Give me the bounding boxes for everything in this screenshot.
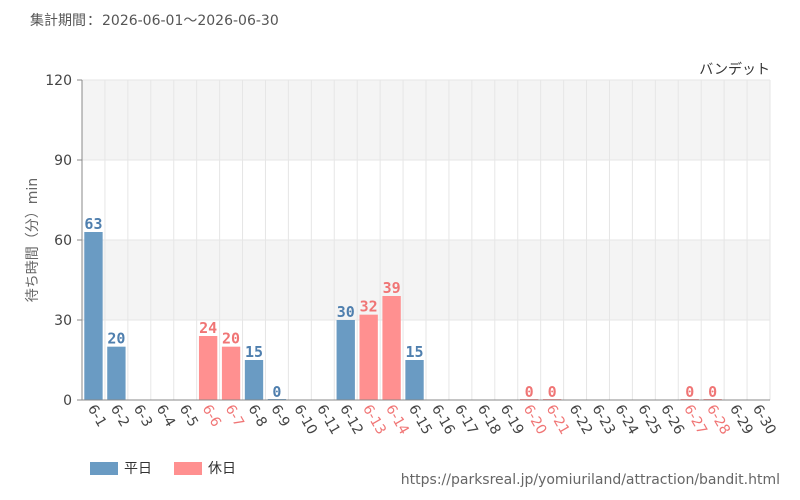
x-tick-6-22: 6-22 — [566, 402, 596, 438]
bar-label-6-20: 0 — [525, 383, 534, 401]
legend-item-holiday[interactable]: 休日 — [174, 458, 236, 478]
y-tick-label: 60 — [54, 233, 72, 249]
x-tick-6-21: 6-21 — [543, 402, 573, 438]
period-separator: ： — [87, 13, 101, 29]
bar-label-6-9: 0 — [272, 383, 281, 401]
x-tick-6-1: 6-1 — [84, 402, 109, 430]
x-tick-6-9: 6-9 — [267, 402, 292, 430]
x-tick-6-7: 6-7 — [222, 402, 247, 430]
x-tick-6-18: 6-18 — [474, 402, 504, 438]
bars — [84, 232, 722, 400]
bar-label-6-15: 15 — [406, 343, 424, 361]
bar-label-6-7: 20 — [222, 330, 240, 348]
bar-label-6-13: 32 — [360, 298, 378, 316]
legend-label-weekday: 平日 — [124, 461, 152, 477]
legend-label-holiday: 休日 — [208, 461, 236, 477]
legend: 平日 休日 — [90, 458, 236, 478]
bar-6-14[interactable] — [382, 296, 401, 400]
x-tick-6-10: 6-10 — [290, 402, 320, 438]
x-tick-6-4: 6-4 — [153, 402, 178, 430]
bar-label-6-21: 0 — [548, 383, 557, 401]
x-tick-6-24: 6-24 — [611, 402, 641, 438]
y-axis-label: 待ち時間（分）min — [25, 178, 41, 302]
x-tick-6-15: 6-15 — [405, 402, 435, 438]
y-tick-label: 90 — [54, 153, 72, 169]
bar-6-7[interactable] — [221, 346, 241, 400]
bar-label-6-2: 20 — [107, 330, 125, 348]
bar-label-6-1: 63 — [84, 215, 102, 233]
x-tick-6-13: 6-13 — [359, 402, 389, 438]
bar-label-6-6: 24 — [199, 319, 217, 337]
x-tick-6-20: 6-20 — [520, 402, 550, 438]
x-tick-6-16: 6-16 — [428, 402, 458, 438]
source-url[interactable]: https://parksreal.jp/yomiuriland/attract… — [400, 472, 780, 488]
legend-swatch-holiday — [174, 461, 202, 475]
bar-6-1[interactable] — [84, 232, 103, 400]
x-tick-6-25: 6-25 — [634, 402, 664, 438]
bar-6-8[interactable] — [244, 360, 264, 400]
bar-label-6-12: 30 — [337, 303, 355, 321]
bar-6-2[interactable] — [107, 346, 126, 400]
bar-6-13[interactable] — [359, 314, 378, 400]
x-tick-6-11: 6-11 — [313, 402, 343, 438]
legend-swatch-weekday — [90, 461, 118, 475]
x-tick-6-6: 6-6 — [199, 402, 224, 430]
x-tick-6-19: 6-19 — [497, 402, 527, 438]
y-tick-label: 120 — [45, 73, 72, 89]
y-tick-labels: 0 30 60 90 120 — [45, 73, 72, 409]
x-tick-6-2: 6-2 — [107, 402, 132, 430]
y-tick-label: 30 — [54, 313, 72, 329]
x-tick-6-26: 6-26 — [657, 402, 687, 438]
x-tick-6-28: 6-28 — [703, 402, 733, 438]
x-tick-6-17: 6-17 — [451, 402, 481, 438]
axes — [81, 80, 770, 401]
x-tick-6-30: 6-30 — [749, 402, 779, 438]
bar-label-6-27: 0 — [685, 383, 694, 401]
x-tick-6-12: 6-12 — [336, 402, 366, 438]
x-tick-labels: 6-16-26-36-46-56-66-76-86-96-106-116-126… — [84, 402, 779, 438]
y-tick-label: 0 — [63, 393, 72, 409]
bar-label-6-28: 0 — [708, 383, 717, 401]
chart-title: バンデット — [699, 61, 770, 78]
x-tick-6-27: 6-27 — [680, 402, 710, 438]
period-label: 集計期間 — [30, 13, 86, 29]
period-header: 集計期間：2026-06-01〜2026-06-30 — [30, 10, 279, 30]
x-tick-6-5: 6-5 — [176, 402, 201, 430]
x-tick-6-3: 6-3 — [130, 402, 155, 430]
bar-6-12[interactable] — [336, 320, 355, 400]
bar-label-6-8: 15 — [245, 343, 263, 361]
x-tick-6-8: 6-8 — [245, 402, 270, 430]
x-tick-6-29: 6-29 — [726, 402, 756, 438]
x-tick-6-23: 6-23 — [589, 402, 619, 438]
bar-6-15[interactable] — [405, 360, 424, 400]
bar-6-6[interactable] — [198, 336, 218, 400]
x-tick-6-14: 6-14 — [382, 402, 412, 438]
bar-label-6-14: 39 — [383, 279, 401, 297]
legend-item-weekday[interactable]: 平日 — [90, 458, 152, 478]
period-range: 2026-06-01〜2026-06-30 — [102, 13, 279, 29]
